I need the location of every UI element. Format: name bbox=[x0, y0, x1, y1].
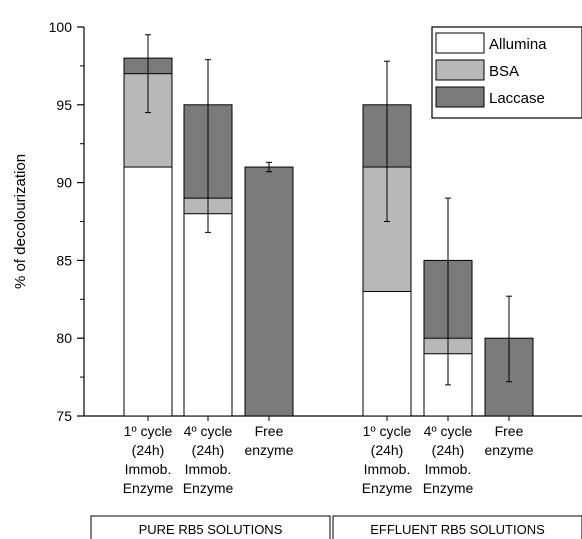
group-frame bbox=[332, 515, 582, 539]
y-tick-label: 85 bbox=[56, 252, 72, 268]
category-label: Immob. bbox=[364, 461, 411, 477]
category-label: (24h) bbox=[192, 442, 225, 458]
group-frame bbox=[90, 515, 331, 539]
category-label: Free bbox=[495, 423, 524, 439]
category-label: 1º cycle bbox=[124, 423, 173, 439]
category-label: (24h) bbox=[371, 442, 404, 458]
legend-swatch-bsa bbox=[435, 59, 485, 81]
category-label: enzyme bbox=[484, 442, 533, 458]
category-label: Enzyme bbox=[362, 480, 413, 496]
bar-laccase-3 bbox=[244, 166, 294, 417]
y-tick-label: 80 bbox=[56, 330, 72, 346]
category-label: Free bbox=[255, 423, 284, 439]
group-label: EFFLUENT RB5 SOLUTIONS bbox=[370, 522, 545, 537]
group-labels: PURE RB5 SOLUTIONS EFFLUENT RB5 SOLUTIONS bbox=[90, 515, 582, 539]
category-label: Enzyme bbox=[123, 480, 174, 496]
axes: 75 80 85 90 95 100 % of decolourization bbox=[12, 19, 582, 424]
category-label: Enzyme bbox=[423, 480, 474, 496]
labels: 1º cycle (24h) Immob. Enzyme 4º cycle (24h) Im… bbox=[123, 416, 534, 496]
category-label: (24h) bbox=[432, 442, 465, 458]
category-label: (24h) bbox=[132, 442, 165, 458]
y-tick-label: 75 bbox=[56, 408, 72, 424]
category-label: Immob. bbox=[185, 461, 232, 477]
bar-allumina-2 bbox=[183, 213, 233, 417]
legend-swatch-laccase bbox=[435, 86, 485, 108]
group-label: PURE RB5 SOLUTIONS bbox=[139, 522, 283, 537]
category-label: 1º cycle bbox=[363, 423, 412, 439]
legend: Allumina BSA Laccase bbox=[431, 26, 582, 119]
error-bars bbox=[145, 34, 512, 386]
y-tick-label: 95 bbox=[56, 97, 72, 113]
y-tick-label: 90 bbox=[56, 175, 72, 191]
y-tick-label: 100 bbox=[49, 19, 73, 35]
category-label: Immob. bbox=[125, 461, 172, 477]
category-label: Enzyme bbox=[183, 480, 234, 496]
category-label: enzyme bbox=[244, 442, 293, 458]
category-label: 4º cycle bbox=[184, 423, 233, 439]
legend-label-laccase: Laccase bbox=[489, 90, 545, 107]
category-label: 4º cycle bbox=[424, 423, 473, 439]
legend-label-allumina: Allumina bbox=[489, 36, 547, 53]
legend-label-bsa: BSA bbox=[489, 63, 519, 80]
bar-allumina-4 bbox=[362, 291, 412, 417]
category-label: Immob. bbox=[425, 461, 472, 477]
y-axis-title: % of decolourization bbox=[12, 154, 29, 289]
bar-allumina-1 bbox=[123, 166, 173, 417]
legend-swatch-allumina bbox=[435, 32, 485, 54]
